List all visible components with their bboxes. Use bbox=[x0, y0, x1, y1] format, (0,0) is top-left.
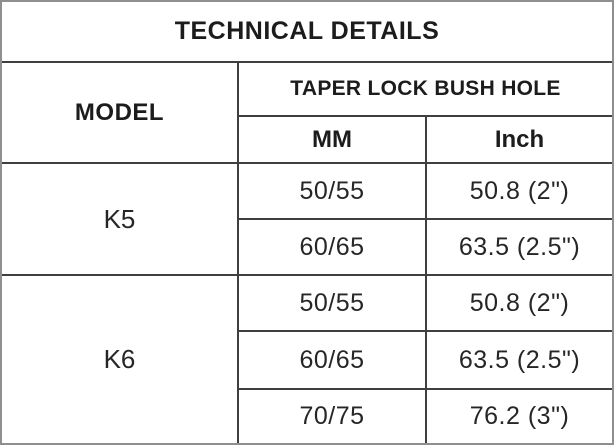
mm-value-cell: 60/65 bbox=[238, 331, 427, 390]
model-cell-k5: K5 bbox=[2, 163, 239, 276]
model-cell-k6: K6 bbox=[2, 275, 239, 443]
inch-value-cell: 76.2 (3") bbox=[426, 389, 613, 443]
table-row: K6 50/55 50.8 (2") bbox=[2, 275, 613, 443]
inch-column-header: Inch bbox=[426, 116, 613, 164]
table-row: 60/65 63.5 (2.5") bbox=[2, 331, 613, 390]
mm-value-cell: 50/55 bbox=[238, 275, 427, 332]
table-row: 60/65 63.5 (2.5") bbox=[2, 219, 613, 276]
table-row: 70/75 76.2 (3") bbox=[2, 389, 613, 443]
inch-value-cell: 63.5 (2.5") bbox=[426, 331, 613, 390]
table-row: K5 50/55 50.8 (2") bbox=[2, 163, 613, 276]
taper-lock-bush-hole-header: TAPER LOCK BUSH HOLE bbox=[238, 62, 613, 117]
inch-value-cell: 63.5 (2.5") bbox=[426, 219, 613, 276]
table-title: TECHNICAL DETAILS bbox=[2, 2, 613, 63]
mm-value-cell: 60/65 bbox=[238, 219, 427, 276]
model-column-header: MODEL bbox=[2, 62, 239, 164]
mm-value-cell: 70/75 bbox=[238, 389, 427, 443]
mm-column-header: MM bbox=[238, 116, 427, 164]
inch-value-cell: 50.8 (2") bbox=[426, 275, 613, 332]
inch-value-cell: 50.8 (2") bbox=[426, 163, 613, 220]
mm-value-cell: 50/55 bbox=[238, 163, 427, 220]
